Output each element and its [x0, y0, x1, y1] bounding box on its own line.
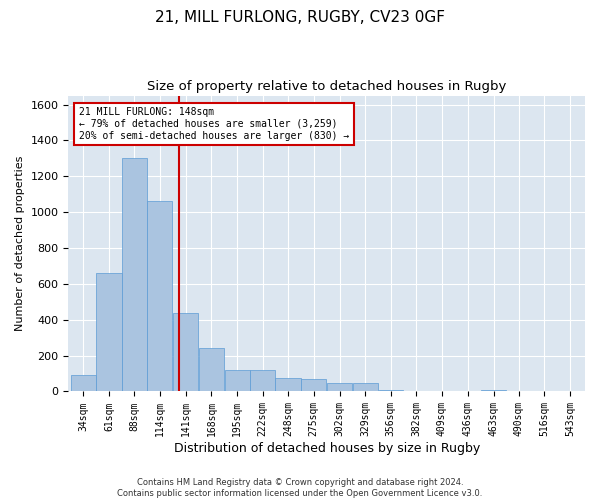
Bar — [173, 312, 198, 392]
Bar — [71, 376, 96, 392]
Y-axis label: Number of detached properties: Number of detached properties — [15, 156, 25, 331]
Bar — [147, 202, 172, 392]
Title: Size of property relative to detached houses in Rugby: Size of property relative to detached ho… — [147, 80, 506, 93]
Text: 21, MILL FURLONG, RUGBY, CV23 0GF: 21, MILL FURLONG, RUGBY, CV23 0GF — [155, 10, 445, 25]
Bar — [199, 348, 224, 392]
Bar — [481, 390, 506, 392]
Bar — [301, 379, 326, 392]
Bar — [275, 378, 301, 392]
Text: 21 MILL FURLONG: 148sqm
← 79% of detached houses are smaller (3,259)
20% of semi: 21 MILL FURLONG: 148sqm ← 79% of detache… — [79, 108, 349, 140]
Bar — [224, 370, 250, 392]
Bar — [250, 370, 275, 392]
Bar — [327, 384, 352, 392]
Bar — [122, 158, 146, 392]
Bar — [379, 390, 403, 392]
Bar — [353, 384, 378, 392]
X-axis label: Distribution of detached houses by size in Rugby: Distribution of detached houses by size … — [173, 442, 480, 455]
Text: Contains HM Land Registry data © Crown copyright and database right 2024.
Contai: Contains HM Land Registry data © Crown c… — [118, 478, 482, 498]
Bar — [97, 273, 122, 392]
